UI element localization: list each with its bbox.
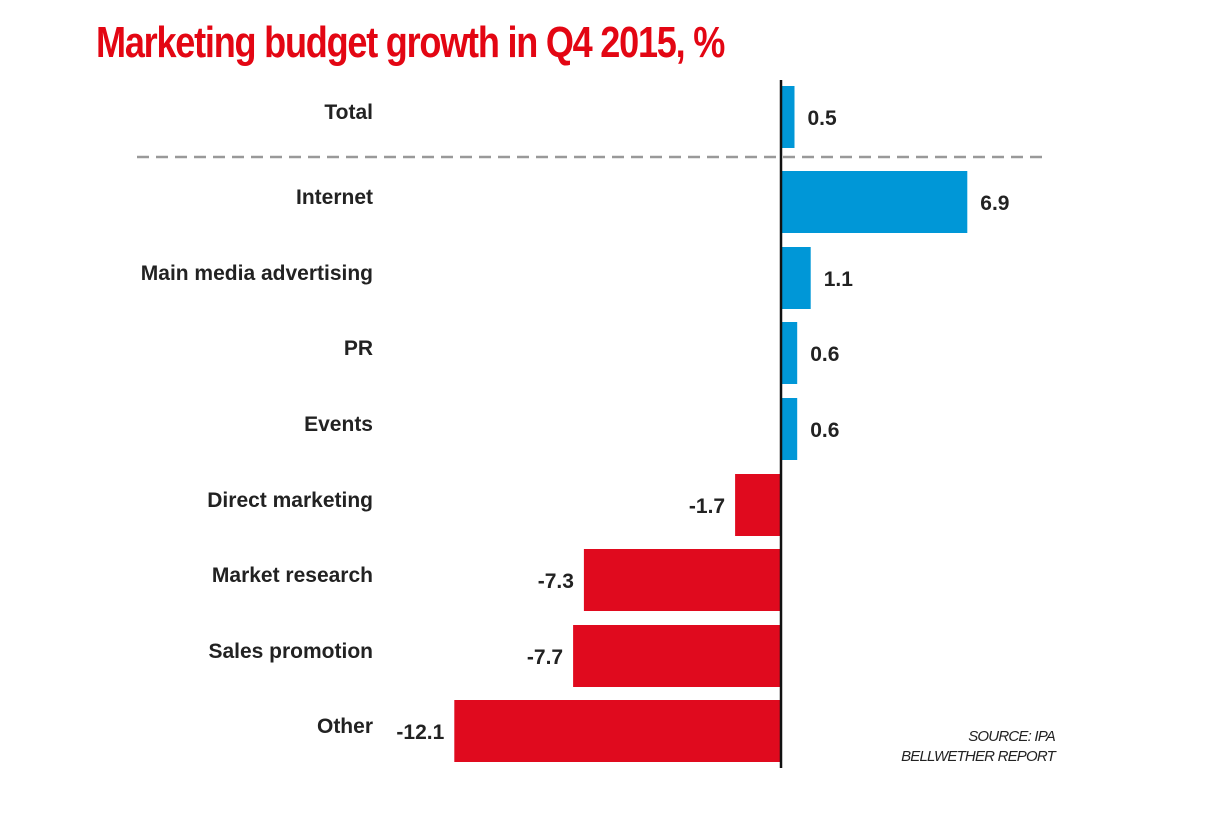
value-label: -7.3 [538, 570, 574, 593]
value-label: 6.9 [980, 192, 1009, 215]
category-label: Events [304, 413, 373, 436]
category-label: Main media advertising [141, 262, 373, 285]
category-label: Total [324, 101, 373, 124]
value-label: 0.6 [810, 419, 839, 442]
value-label: -12.1 [396, 721, 444, 744]
chart-title: Marketing budget growth in Q4 2015, % [96, 18, 725, 67]
source-line-1: SOURCE: IPA [968, 728, 1056, 745]
source-note: SOURCE: IPA BELLWETHER REPORT [850, 727, 1056, 767]
value-label: 0.5 [808, 107, 838, 130]
value-label: 0.6 [810, 343, 839, 366]
bar-5 [735, 474, 781, 536]
bar-7 [573, 625, 781, 687]
category-label: Internet [296, 186, 373, 209]
bar-4 [781, 398, 798, 460]
category-label: Sales promotion [208, 640, 373, 663]
category-label: Market research [212, 564, 373, 587]
category-label: PR [344, 337, 373, 360]
bar-0 [781, 86, 795, 148]
category-label: Direct marketing [207, 489, 373, 512]
source-line-2: BELLWETHER REPORT [901, 748, 1056, 765]
bar-2 [781, 247, 811, 309]
category-label: Other [317, 715, 373, 738]
bar-8 [454, 700, 781, 762]
value-label: 1.1 [824, 268, 854, 291]
value-label: -1.7 [689, 495, 725, 518]
bar-1 [781, 171, 968, 233]
value-label: -7.7 [527, 646, 563, 669]
bar-6 [583, 549, 781, 611]
bar-3 [781, 322, 798, 384]
